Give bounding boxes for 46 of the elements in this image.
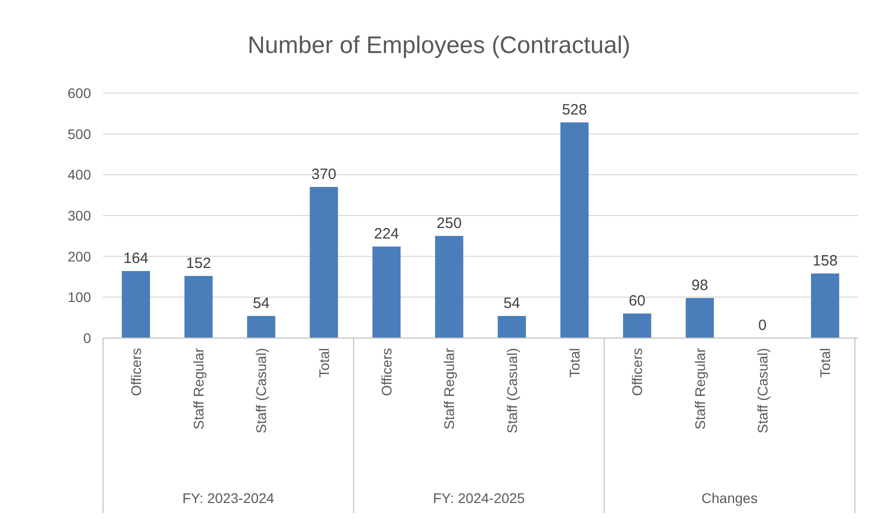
x-tick-label: Staff (Casual) [754, 348, 770, 434]
x-tick-label: Total [566, 348, 582, 378]
bar [247, 316, 276, 338]
x-tick-label: Staff Regular [190, 348, 207, 430]
x-tick-label: Staff Regular [441, 348, 458, 430]
bar [310, 186, 338, 338]
data-label: 54 [503, 294, 520, 312]
y-tick-label: 600 [68, 85, 92, 101]
data-label: 164 [123, 250, 148, 268]
y-tick-label: 500 [68, 126, 92, 142]
data-label: 250 [436, 214, 462, 232]
x-tick-label: Officers [128, 348, 144, 396]
bar [372, 246, 401, 338]
y-tick-label: 0 [83, 330, 92, 346]
data-label: 370 [311, 166, 336, 183]
bar [435, 236, 464, 338]
data-label: 0 [758, 317, 767, 334]
x-tick-label: Staff (Casual) [504, 348, 520, 434]
y-tick-label: 200 [68, 248, 92, 264]
data-label: 54 [252, 294, 270, 312]
bar [686, 298, 714, 338]
data-label: 528 [562, 101, 587, 118]
bar [811, 273, 840, 338]
data-label: 60 [628, 292, 646, 310]
text: FY: 2023-2024 [182, 490, 274, 506]
data-label: 152 [186, 254, 212, 272]
x-tick-label: Total [817, 348, 834, 378]
data-label: 224 [374, 226, 400, 243]
y-tick-label: 400 [68, 166, 92, 183]
text: Changes [702, 490, 758, 506]
x-tick-label: Officers [629, 348, 646, 396]
bar [623, 314, 652, 338]
bar [498, 316, 526, 338]
bar [560, 122, 589, 338]
x-tick-label: Total [316, 348, 332, 378]
bar [122, 271, 150, 338]
chart-title: Number of Employees (Contractual) [248, 32, 630, 59]
data-label: 98 [691, 276, 708, 294]
x-tick-label: Officers [378, 348, 395, 396]
x-tick-label: Staff Regular [692, 348, 708, 430]
bar [184, 276, 213, 338]
data-label: 158 [812, 252, 838, 270]
x-tick-label: Staff (Casual) [253, 348, 270, 434]
text: FY: 2024-2025 [433, 490, 526, 506]
y-tick-label: 100 [68, 289, 92, 306]
y-tick-label: 300 [68, 208, 92, 224]
